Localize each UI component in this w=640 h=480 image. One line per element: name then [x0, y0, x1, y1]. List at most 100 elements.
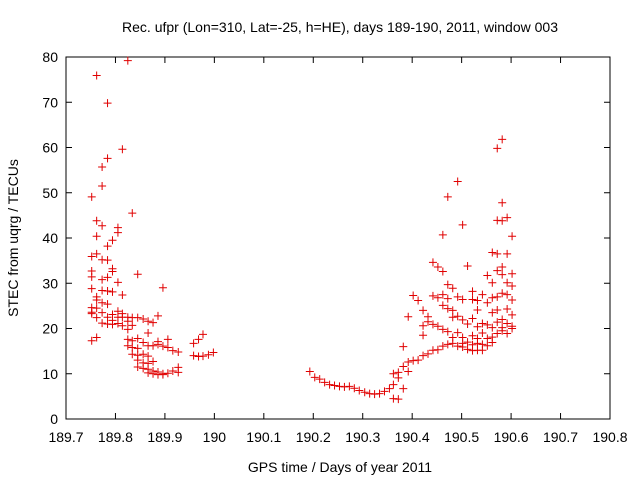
data-point-marker — [458, 315, 467, 324]
data-point-marker — [163, 343, 172, 352]
data-point-marker — [149, 357, 158, 366]
data-point-marker — [389, 369, 398, 378]
data-point-marker — [189, 351, 198, 360]
data-point-marker — [428, 320, 437, 329]
data-point-marker — [493, 249, 502, 258]
data-point-marker — [473, 339, 482, 348]
data-point-marker — [488, 308, 497, 317]
data-point-marker — [98, 319, 107, 328]
data-point-marker — [483, 334, 492, 343]
data-point-marker — [404, 367, 413, 376]
data-point-marker — [158, 342, 167, 351]
data-point-marker — [473, 305, 482, 314]
data-point-marker — [463, 262, 472, 271]
data-point-marker — [399, 384, 408, 393]
data-point-marker — [503, 305, 512, 314]
data-point-marker — [443, 280, 452, 289]
data-point-marker — [144, 368, 153, 377]
data-point-marker — [123, 56, 132, 65]
data-point-marker — [389, 380, 398, 389]
data-point-marker — [128, 321, 137, 330]
data-point-marker — [419, 306, 428, 315]
data-point-marker — [483, 320, 492, 329]
data-point-marker — [458, 343, 467, 352]
data-point-marker — [163, 335, 172, 344]
data-point-marker — [453, 177, 462, 186]
y-tick-label: 60 — [42, 140, 58, 156]
data-point-marker — [438, 301, 447, 310]
data-point-marker — [399, 342, 408, 351]
data-point-marker — [98, 275, 107, 284]
data-point-marker — [108, 287, 117, 296]
data-point-marker — [478, 329, 487, 338]
data-point-marker — [118, 145, 127, 154]
data-point-marker — [478, 346, 487, 355]
data-point-marker — [103, 256, 112, 265]
data-point-marker — [103, 313, 112, 322]
data-point-marker — [87, 284, 96, 293]
data-point-marker — [98, 181, 107, 190]
data-point-marker — [453, 292, 462, 301]
data-point-marker — [443, 340, 452, 349]
data-point-marker — [483, 341, 492, 350]
data-point-marker — [473, 296, 482, 305]
data-point-marker — [92, 249, 101, 258]
data-point-marker — [92, 71, 101, 80]
x-tick-label: 190.5 — [444, 429, 479, 445]
data-point-marker — [149, 369, 158, 378]
data-point-marker — [493, 318, 502, 327]
data-point-marker — [498, 198, 507, 207]
data-point-marker — [419, 331, 428, 340]
data-point-marker — [108, 236, 117, 245]
data-point-marker — [158, 283, 167, 292]
data-point-marker — [320, 378, 329, 387]
data-point-marker — [113, 228, 122, 237]
data-point-marker — [174, 368, 183, 377]
data-point-marker — [463, 319, 472, 328]
data-point-marker — [503, 290, 512, 299]
data-point-marker — [113, 319, 122, 328]
data-point-marker — [350, 384, 359, 393]
y-tick-label: 30 — [42, 275, 58, 291]
data-point-marker — [355, 386, 364, 395]
data-point-marker — [508, 281, 517, 290]
x-tick-label: 190 — [203, 429, 227, 445]
data-point-marker — [103, 99, 112, 108]
data-point-marker — [493, 292, 502, 301]
y-tick-label: 70 — [42, 94, 58, 110]
data-point-marker — [468, 287, 477, 296]
data-point-marker — [98, 162, 107, 171]
data-point-marker — [468, 331, 477, 340]
data-point-marker — [149, 341, 158, 350]
data-point-marker — [139, 314, 148, 323]
data-point-marker — [448, 306, 457, 315]
y-tick-label: 20 — [42, 321, 58, 337]
y-tick-label: 80 — [42, 49, 58, 65]
data-point-marker — [330, 381, 339, 390]
data-point-marker — [98, 308, 107, 317]
data-point-marker — [478, 319, 487, 328]
data-point-marker — [118, 321, 127, 330]
data-point-marker — [139, 350, 148, 359]
data-point-marker — [123, 317, 132, 326]
data-point-marker — [123, 341, 132, 350]
data-point-marker — [508, 269, 517, 278]
data-point-marker — [168, 346, 177, 355]
data-point-marker — [360, 388, 369, 397]
data-point-marker — [508, 310, 517, 319]
data-point-marker — [483, 271, 492, 280]
data-point-marker — [463, 345, 472, 354]
data-point-marker — [92, 313, 101, 322]
data-point-marker — [158, 370, 167, 379]
data-point-marker — [498, 326, 507, 335]
data-point-marker — [428, 258, 437, 267]
data-point-marker — [345, 382, 354, 391]
data-point-marker — [493, 329, 502, 338]
data-point-marker — [498, 315, 507, 324]
data-point-marker — [163, 369, 172, 378]
data-point-marker — [419, 351, 428, 360]
data-point-marker — [133, 362, 142, 371]
data-point-marker — [498, 135, 507, 144]
data-point-marker — [443, 192, 452, 201]
data-point-marker — [325, 380, 334, 389]
